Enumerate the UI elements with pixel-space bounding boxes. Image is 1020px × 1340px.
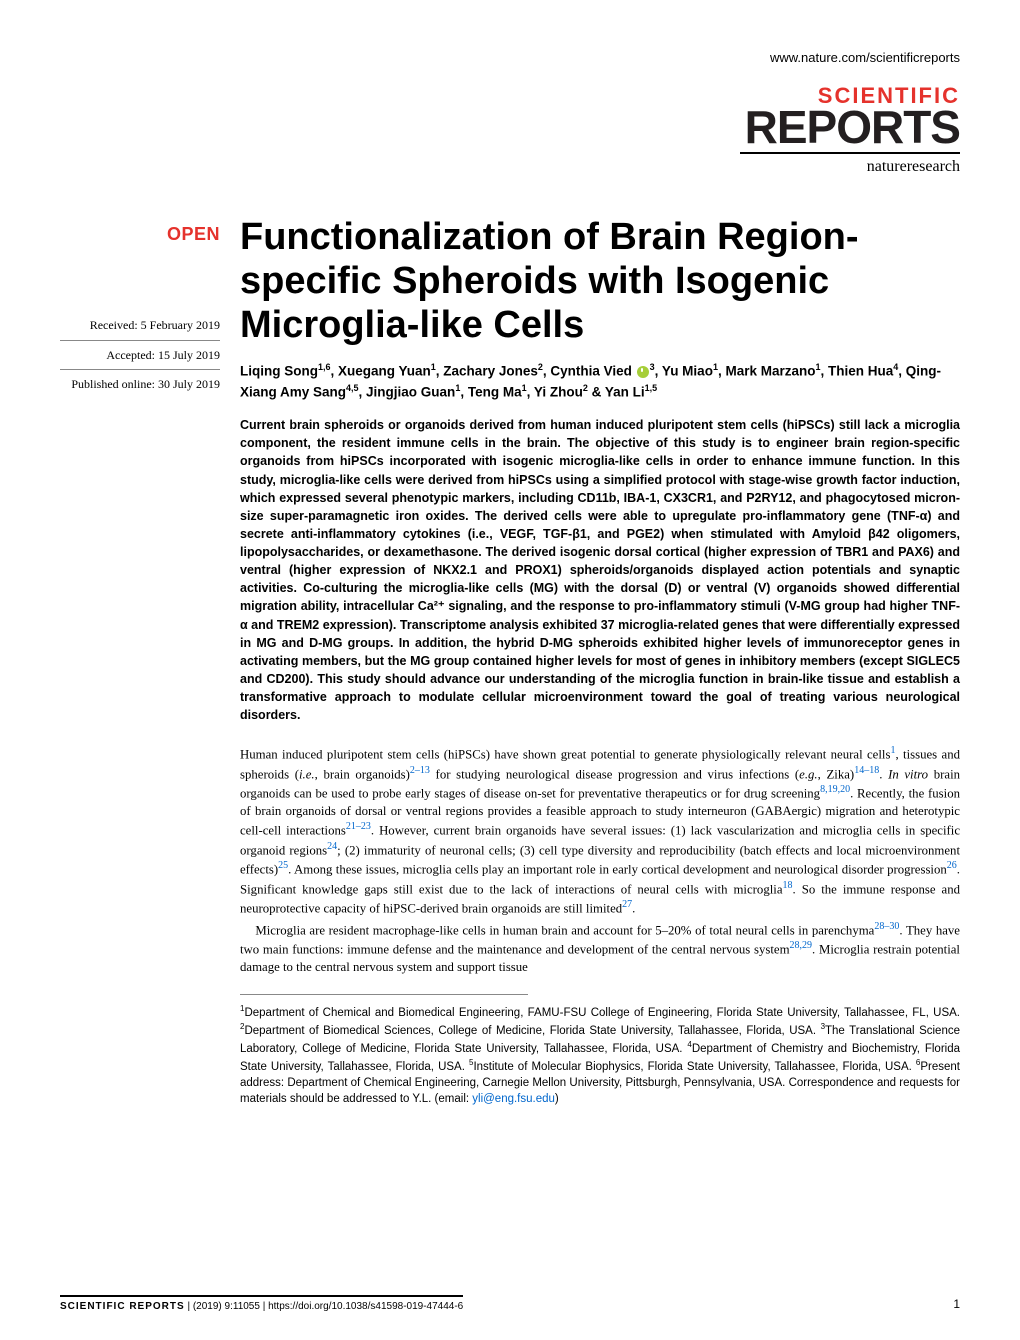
logo-tagline: natureresearch [60,158,960,176]
journal-url[interactable]: www.nature.com/scientificreports [60,50,960,65]
orcid-icon [637,366,649,378]
citation-link[interactable]: 28–30 [874,921,899,932]
citation-link[interactable]: 26 [947,860,957,871]
author-list: Liqing Song1,6, Xuegang Yuan1, Zachary J… [240,361,960,402]
date-divider [60,340,220,341]
page-number: 1 [953,1297,960,1311]
date-divider [60,369,220,370]
citation-link[interactable]: 21–23 [346,821,371,832]
logo-line2: REPORTS [60,107,960,148]
citation-link[interactable]: 14–18 [854,765,879,776]
affiliations: 1Department of Chemical and Biomedical E… [240,1003,960,1107]
citation-link[interactable]: 8,19,20 [820,784,850,795]
citation-link[interactable]: 2–13 [410,765,430,776]
journal-logo: SCIENTIFIC REPORTS natureresearch [60,85,960,176]
footer-citation: (2019) 9:11055 | https://doi.org/10.1038… [193,1301,463,1312]
open-access-badge: OPEN [60,224,220,245]
metadata-column: OPEN Received: 5 February 2019 Accepted:… [60,216,220,1107]
affiliation-divider [240,994,528,995]
accepted-date: Accepted: 15 July 2019 [60,345,220,365]
page-footer: SCIENTIFIC REPORTS | (2019) 9:11055 | ht… [60,1295,960,1312]
publication-dates: Received: 5 February 2019 Accepted: 15 J… [60,315,220,394]
corresponding-email[interactable]: yli@eng.fsu.edu [472,1093,555,1105]
received-date: Received: 5 February 2019 [60,315,220,335]
article-title: Functionalization of Brain Region-specif… [240,216,960,347]
citation-link[interactable]: 24 [327,841,337,852]
published-date: Published online: 30 July 2019 [60,374,220,394]
citation-link[interactable]: 27 [622,899,632,910]
footer-journal: SCIENTIFIC REPORTS [60,1301,185,1312]
citation-link[interactable]: 28,29 [790,940,813,951]
citation-link[interactable]: 25 [278,860,288,871]
body-text: Human induced pluripotent stem cells (hi… [240,744,960,976]
abstract: Current brain spheroids or organoids der… [240,416,960,724]
citation-link[interactable]: 18 [783,880,793,891]
